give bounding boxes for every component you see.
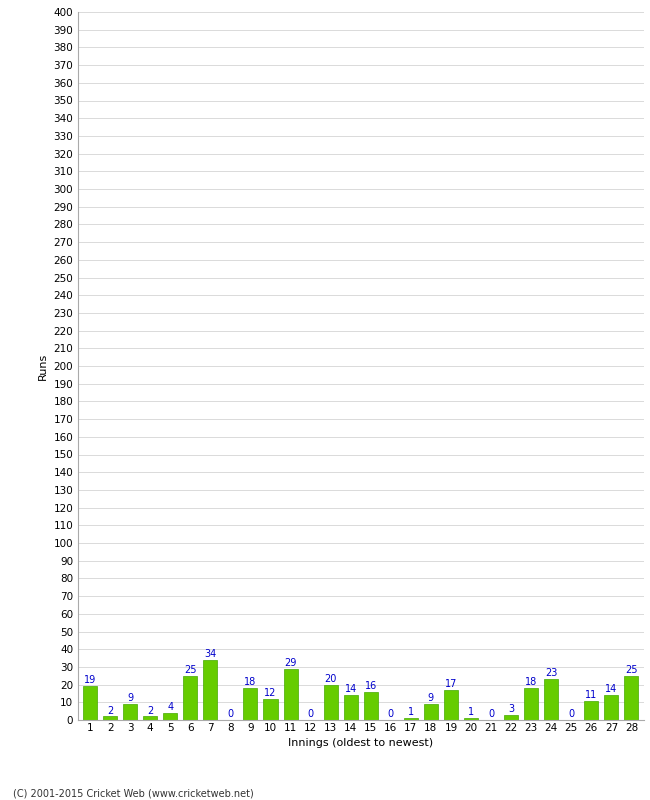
Text: 0: 0 <box>488 709 494 719</box>
Bar <box>364 692 378 720</box>
Text: 23: 23 <box>545 669 558 678</box>
Text: 0: 0 <box>307 709 314 719</box>
Text: (C) 2001-2015 Cricket Web (www.cricketweb.net): (C) 2001-2015 Cricket Web (www.cricketwe… <box>13 788 254 798</box>
Text: 25: 25 <box>625 665 638 675</box>
Bar <box>263 698 278 720</box>
Bar <box>283 669 298 720</box>
Bar <box>244 688 257 720</box>
Text: 25: 25 <box>184 665 196 675</box>
Bar <box>83 686 97 720</box>
Text: 1: 1 <box>468 707 474 718</box>
Bar <box>504 714 518 720</box>
X-axis label: Innings (oldest to newest): Innings (oldest to newest) <box>288 738 434 748</box>
Text: 14: 14 <box>605 684 617 694</box>
Bar <box>404 718 418 720</box>
Bar <box>123 704 137 720</box>
Bar <box>444 690 458 720</box>
Bar <box>103 717 117 720</box>
Bar <box>544 679 558 720</box>
Bar <box>524 688 538 720</box>
Text: 0: 0 <box>227 709 233 719</box>
Bar <box>424 704 438 720</box>
Text: 1: 1 <box>408 707 414 718</box>
Text: 29: 29 <box>285 658 297 668</box>
Text: 19: 19 <box>84 675 96 686</box>
Text: 12: 12 <box>265 688 277 698</box>
Bar <box>625 676 638 720</box>
Bar <box>143 717 157 720</box>
Text: 34: 34 <box>204 649 216 659</box>
Bar <box>344 695 358 720</box>
Bar <box>203 660 217 720</box>
Bar <box>183 676 198 720</box>
Text: 9: 9 <box>127 693 133 703</box>
Text: 9: 9 <box>428 693 434 703</box>
Text: 20: 20 <box>324 674 337 684</box>
Text: 2: 2 <box>147 706 153 715</box>
Text: 0: 0 <box>568 709 575 719</box>
Text: 0: 0 <box>388 709 394 719</box>
Text: 14: 14 <box>344 684 357 694</box>
Y-axis label: Runs: Runs <box>38 352 48 380</box>
Text: 17: 17 <box>445 679 457 689</box>
Text: 18: 18 <box>525 678 538 687</box>
Bar <box>324 685 338 720</box>
Text: 11: 11 <box>585 690 597 700</box>
Bar <box>604 695 618 720</box>
Bar <box>464 718 478 720</box>
Text: 3: 3 <box>508 704 514 714</box>
Text: 4: 4 <box>167 702 174 712</box>
Bar <box>584 701 599 720</box>
Text: 16: 16 <box>365 681 377 690</box>
Bar <box>163 713 177 720</box>
Text: 18: 18 <box>244 678 257 687</box>
Text: 2: 2 <box>107 706 113 715</box>
